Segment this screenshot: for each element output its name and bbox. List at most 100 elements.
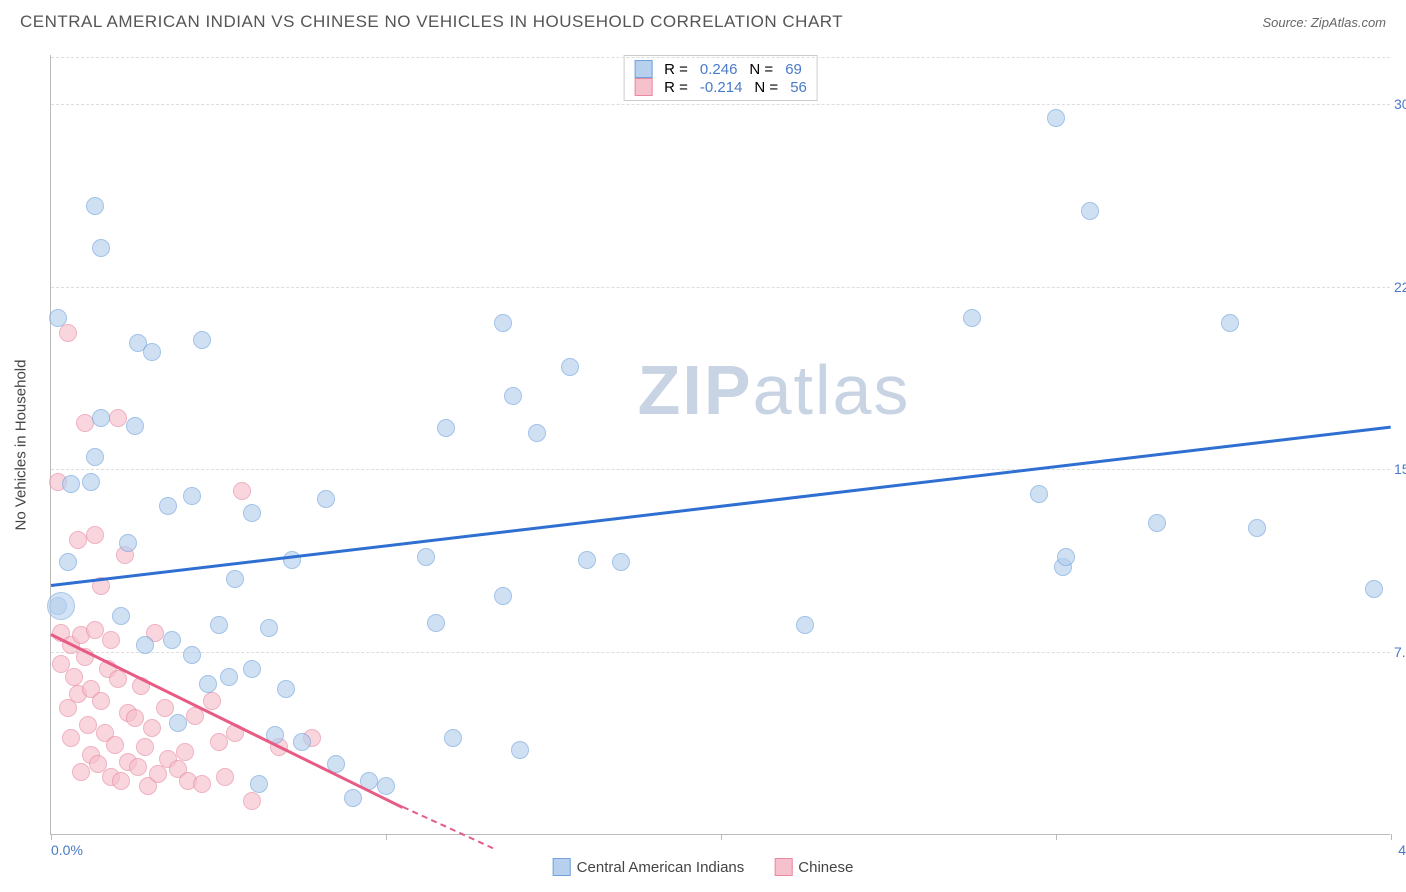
gridline-h <box>51 469 1390 470</box>
point-series1 <box>92 239 110 257</box>
r-value-series1: 0.246 <box>700 61 738 78</box>
point-series1 <box>159 497 177 515</box>
point-series1 <box>210 616 228 634</box>
point-series1 <box>86 448 104 466</box>
r-label: R = <box>664 61 688 78</box>
point-series2 <box>76 414 94 432</box>
point-series2 <box>156 699 174 717</box>
gridline-h <box>51 104 1390 105</box>
point-series2 <box>143 719 161 737</box>
legend-label: Chinese <box>798 859 853 876</box>
point-series1 <box>796 616 814 634</box>
point-series2 <box>109 670 127 688</box>
legend-label: Central American Indians <box>577 859 745 876</box>
point-series1 <box>494 587 512 605</box>
n-value-series1: 69 <box>785 61 802 78</box>
r-label: R = <box>664 79 688 96</box>
point-series1 <box>293 733 311 751</box>
watermark: ZIPatlas <box>638 350 911 430</box>
point-series2 <box>193 775 211 793</box>
point-series1 <box>1221 314 1239 332</box>
chart-title: CENTRAL AMERICAN INDIAN VS CHINESE NO VE… <box>20 12 843 32</box>
point-series1 <box>143 343 161 361</box>
x-tick <box>1391 834 1392 840</box>
x-axis-max-label: 40.0% <box>1398 842 1406 858</box>
point-series1 <box>136 636 154 654</box>
point-series2 <box>79 716 97 734</box>
gridline-h <box>51 652 1390 653</box>
point-series1 <box>1248 519 1266 537</box>
x-tick <box>386 834 387 840</box>
point-series1 <box>437 419 455 437</box>
point-series1 <box>1047 109 1065 127</box>
point-series1 <box>62 475 80 493</box>
point-series1 <box>528 424 546 442</box>
y-tick-label: 7.5% <box>1394 644 1406 660</box>
point-series1 <box>344 789 362 807</box>
point-series1 <box>59 553 77 571</box>
swatch-series2 <box>774 858 792 876</box>
point-series1 <box>444 729 462 747</box>
x-tick <box>1056 834 1057 840</box>
source-label: Source: ZipAtlas.com <box>1262 15 1386 30</box>
point-series2 <box>86 621 104 639</box>
point-series2 <box>86 526 104 544</box>
point-series2 <box>112 772 130 790</box>
n-label: N = <box>749 61 773 78</box>
title-bar: CENTRAL AMERICAN INDIAN VS CHINESE NO VE… <box>0 0 1406 40</box>
trend-line-series2-dash <box>402 806 493 849</box>
point-series1 <box>283 551 301 569</box>
point-series1 <box>243 504 261 522</box>
point-series1 <box>126 417 144 435</box>
point-series1 <box>277 680 295 698</box>
point-series1 <box>612 553 630 571</box>
gridline-h <box>51 57 1390 58</box>
legend-item-series2: Chinese <box>774 858 853 876</box>
point-series2 <box>136 738 154 756</box>
point-series1 <box>250 775 268 793</box>
n-label: N = <box>754 79 778 96</box>
point-series1 <box>169 714 187 732</box>
point-series2 <box>243 792 261 810</box>
swatch-series1 <box>634 60 652 78</box>
point-series1 <box>92 409 110 427</box>
point-series1 <box>86 197 104 215</box>
point-series1 <box>427 614 445 632</box>
point-series2 <box>109 409 127 427</box>
x-tick <box>51 834 52 840</box>
point-series2 <box>129 758 147 776</box>
point-series1 <box>578 551 596 569</box>
point-series2 <box>126 709 144 727</box>
watermark-part1: ZIP <box>638 351 753 429</box>
point-series1 <box>561 358 579 376</box>
point-series1 <box>243 660 261 678</box>
legend-correlation-box: R = 0.246 N = 69 R = -0.214 N = 56 <box>623 55 818 101</box>
point-series2 <box>92 692 110 710</box>
point-series1 <box>1057 548 1075 566</box>
point-series2 <box>210 733 228 751</box>
point-series1 <box>112 607 130 625</box>
point-series1 <box>199 675 217 693</box>
legend-item-series1: Central American Indians <box>553 858 745 876</box>
point-series1 <box>193 331 211 349</box>
point-series1 <box>377 777 395 795</box>
point-series1 <box>1148 514 1166 532</box>
y-tick-label: 30.0% <box>1394 96 1406 112</box>
y-axis-title: No Vehicles in Household <box>13 359 30 530</box>
point-series1 <box>49 309 67 327</box>
point-series1 <box>511 741 529 759</box>
point-series1 <box>417 548 435 566</box>
x-tick <box>721 834 722 840</box>
point-series2 <box>106 736 124 754</box>
point-series2 <box>72 763 90 781</box>
gridline-h <box>51 287 1390 288</box>
point-series1 <box>183 487 201 505</box>
legend-row-series2: R = -0.214 N = 56 <box>634 78 807 96</box>
point-series2 <box>65 668 83 686</box>
point-series1 <box>494 314 512 332</box>
point-series1 <box>504 387 522 405</box>
point-series1 <box>317 490 335 508</box>
point-series1 <box>226 570 244 588</box>
y-tick-label: 22.5% <box>1394 279 1406 295</box>
swatch-series1 <box>553 858 571 876</box>
